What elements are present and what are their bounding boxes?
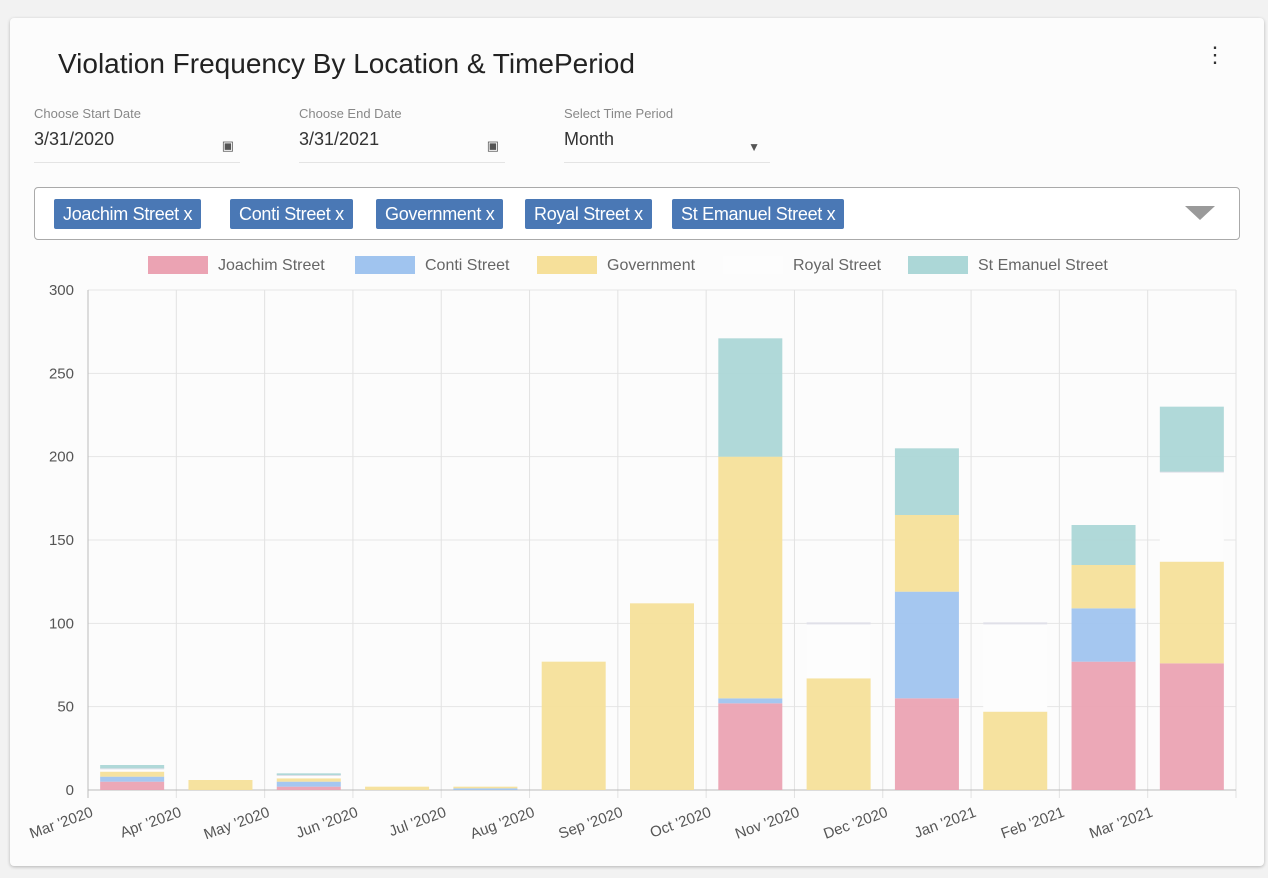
bar-segment (100, 765, 165, 769)
bar-segment (894, 698, 959, 790)
x-tick-label: Jan '2021 (912, 804, 979, 842)
start-date-label: Choose Start Date (34, 106, 141, 121)
bar-segment (453, 786, 518, 789)
legend-swatch-royal-street (723, 256, 783, 274)
bar-segment (188, 780, 253, 790)
legend-label: Conti Street (425, 257, 510, 274)
bar-segment (983, 623, 1048, 712)
bar-segment (718, 338, 783, 457)
calendar-icon[interactable]: ▣ (221, 138, 234, 153)
page-title: Violation Frequency By Location & TimePe… (58, 48, 635, 79)
start-date-value[interactable]: 3/31/2020 (34, 129, 115, 149)
end-date-field[interactable]: Choose End Date 3/31/2021 ▣ (299, 106, 505, 163)
bar-segment (1071, 608, 1136, 662)
chip-joachim-street[interactable]: Joachim Street x (54, 199, 202, 229)
legend-label: Government (607, 257, 696, 274)
bar-segment (276, 786, 341, 790)
legend-label: St Emanuel Street (978, 257, 1108, 274)
bar-segment (1159, 471, 1224, 562)
bar-segment (1071, 565, 1136, 609)
more-vert-icon[interactable]: ⋮ (1204, 42, 1226, 67)
x-tick-label: Mar '2020 (27, 804, 95, 843)
bar-segment (1071, 661, 1136, 790)
bar-segment (806, 623, 871, 679)
end-date-value[interactable]: 3/31/2021 (299, 129, 380, 149)
bar-segment (1159, 663, 1224, 790)
bar-segment (1071, 525, 1136, 565)
bar-segment (100, 768, 165, 772)
bar-segment (983, 711, 1048, 790)
x-tick-label: Jun '2020 (294, 804, 361, 842)
x-tick-label: Sep '2020 (556, 804, 625, 843)
bar-segment (894, 515, 959, 592)
x-tick-label: Aug '2020 (468, 804, 537, 843)
y-tick-label: 200 (49, 449, 74, 466)
chip-government[interactable]: Government x (376, 199, 504, 229)
bar-segment (894, 591, 959, 699)
time-period-value[interactable]: Month (564, 129, 615, 149)
legend-swatch-conti-street (355, 256, 415, 274)
x-tick-label: May '2020 (202, 804, 272, 843)
bar-segment (276, 778, 341, 782)
bar-segment (1159, 406, 1224, 472)
chip-st-emanuel-street[interactable]: St Emanuel Street x (672, 199, 845, 229)
bar-segment (718, 456, 783, 699)
location-multiselect[interactable]: Joachim Street x Conti Street x Governme… (34, 187, 1240, 240)
bar-segment (276, 775, 341, 779)
x-tick-label: Feb '2021 (999, 804, 1067, 843)
y-tick-label: 250 (49, 365, 74, 382)
end-date-label: Choose End Date (299, 106, 402, 121)
dropdown-arrow-icon[interactable]: ▼ (748, 140, 760, 154)
bar-segment (806, 678, 871, 790)
legend-swatch-government (537, 256, 597, 274)
y-tick-label: 300 (49, 282, 74, 299)
y-tick-label: 0 (66, 782, 74, 799)
time-period-label: Select Time Period (564, 106, 674, 121)
chip-royal-street[interactable]: Royal Street x (525, 199, 652, 229)
bar-segment (718, 703, 783, 790)
legend-label: Joachim Street (218, 257, 325, 274)
bar-segment (276, 781, 341, 787)
bar-segment (100, 781, 165, 790)
bar-segment (365, 786, 430, 790)
time-period-select[interactable]: Select Time Period Month ▼ (564, 106, 770, 163)
bar-segment (100, 771, 165, 777)
legend-label: Royal Street (793, 257, 882, 274)
legend-swatch-st-emanuel-street (908, 256, 968, 274)
y-tick-label: 100 (49, 615, 74, 632)
x-tick-label: Dec '2020 (821, 804, 890, 843)
legend-swatch-joachim-street (148, 256, 208, 274)
x-tick-label: Oct '2020 (648, 804, 714, 842)
dropdown-caret-icon[interactable] (1185, 206, 1215, 220)
x-tick-label: Mar '2021 (1087, 804, 1155, 843)
x-tick-label: Nov '2020 (733, 804, 802, 843)
x-tick-label: Jul '2020 (387, 804, 449, 840)
start-date-field[interactable]: Choose Start Date 3/31/2020 ▣ (34, 106, 240, 163)
y-tick-label: 50 (57, 699, 74, 716)
chip-conti-street[interactable]: Conti Street x (230, 199, 353, 229)
y-tick-label: 150 (49, 532, 74, 549)
calendar-icon[interactable]: ▣ (486, 138, 499, 153)
x-tick-label: Apr '2020 (118, 804, 184, 842)
bar-segment (276, 773, 341, 775)
bar-segment (541, 661, 606, 790)
bar-segment (718, 698, 783, 704)
bar-segment (453, 788, 518, 790)
bar-segment (630, 603, 694, 790)
bar-segment (100, 776, 165, 782)
bar-segment (1159, 561, 1224, 664)
bar-segment (894, 448, 959, 515)
